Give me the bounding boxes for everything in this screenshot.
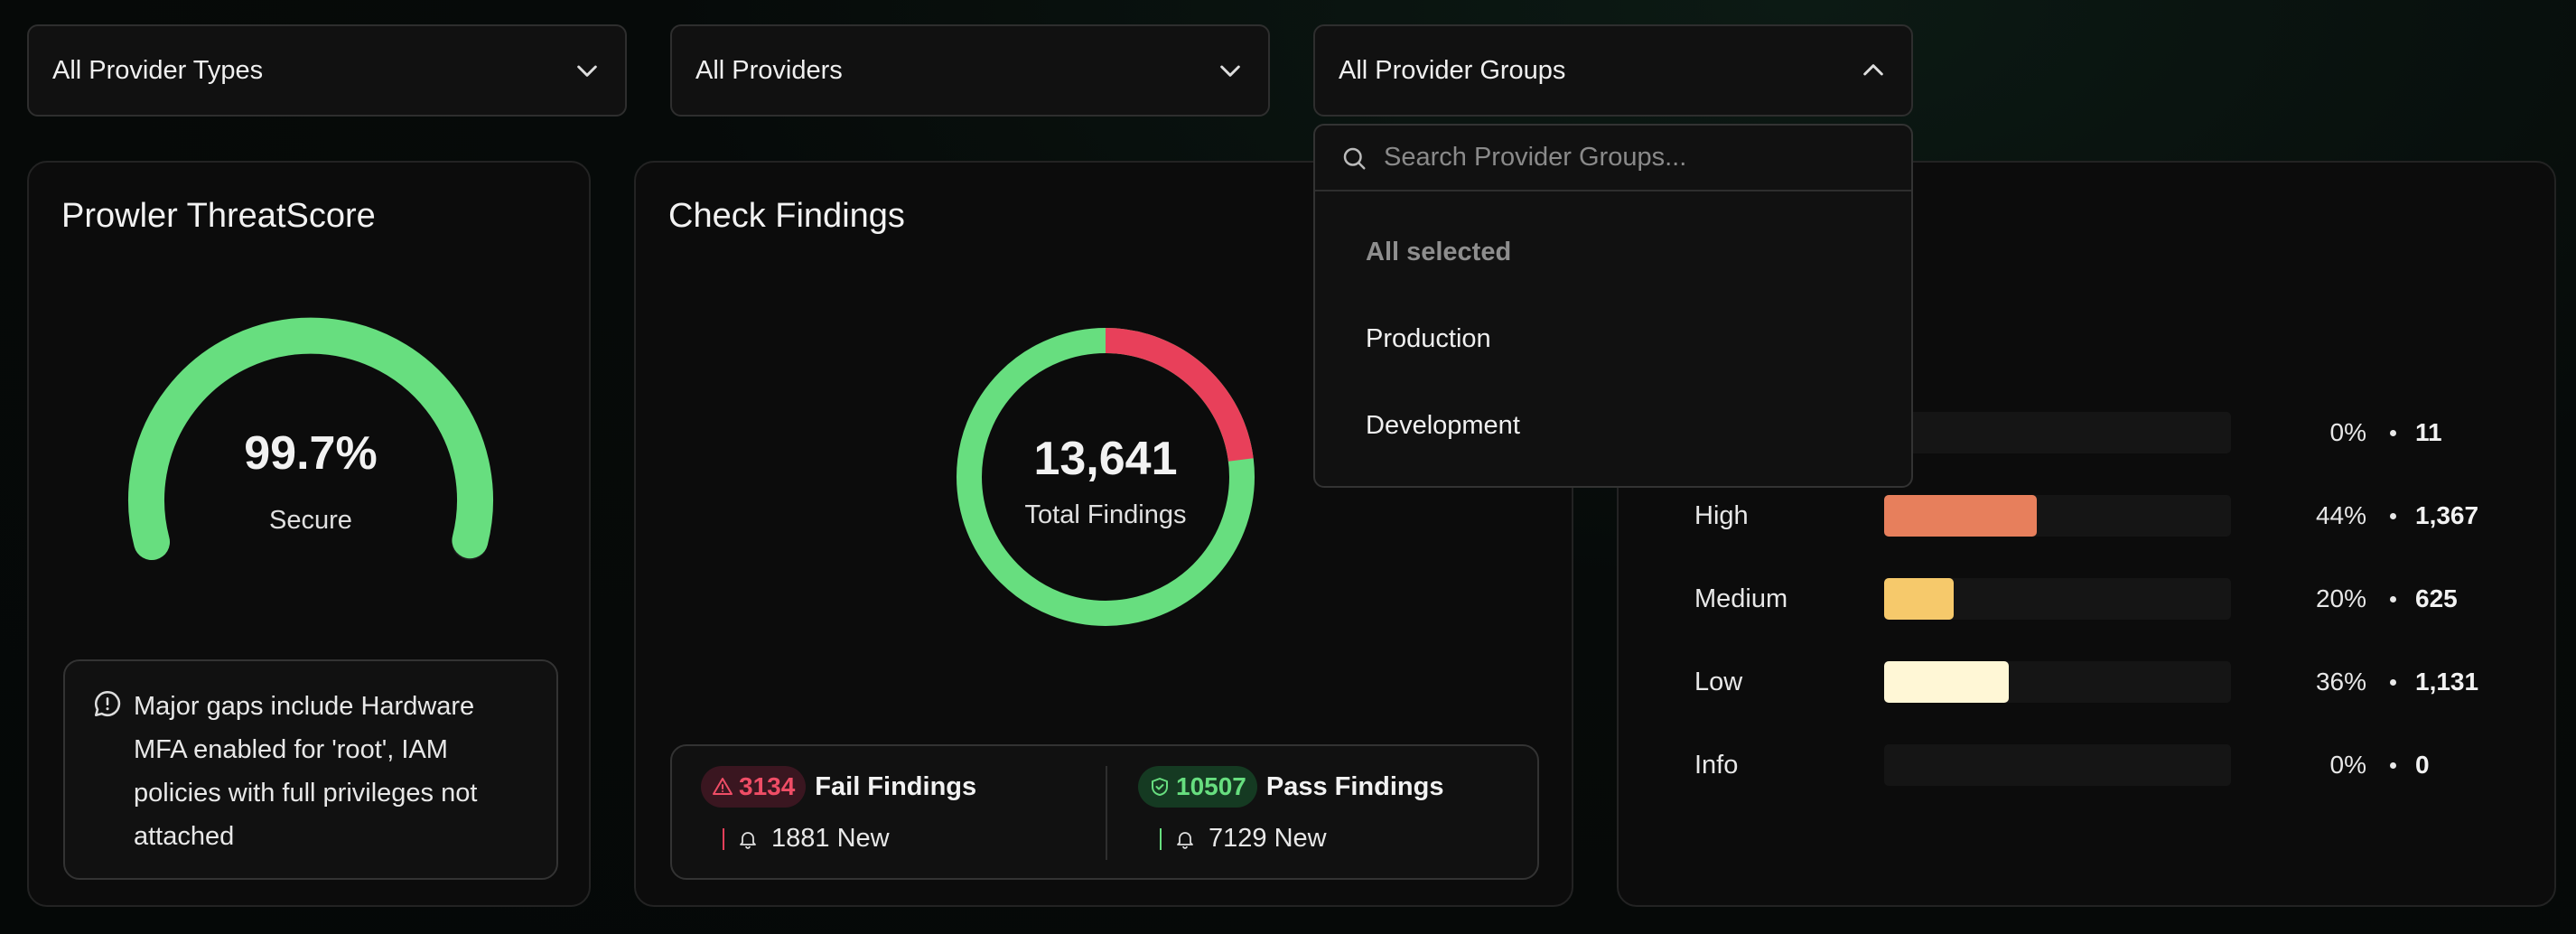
message-alert-icon [94, 690, 121, 717]
severity-row[interactable]: Info 0% 0 [1619, 744, 2554, 786]
pass-findings-label: Pass Findings [1265, 771, 1444, 801]
pass-findings-row[interactable]: 10507 Pass Findings [1138, 766, 1443, 808]
fail-badge: 3134 [701, 766, 807, 808]
severity-label: High [1694, 501, 1749, 530]
severity-label: Low [1694, 668, 1743, 696]
severity-percent: 44% [2315, 501, 2366, 529]
providers-select[interactable]: All Providers [670, 24, 1270, 117]
donut-fail-segment [957, 328, 1255, 626]
severity-percent: 0% [2329, 751, 2366, 779]
provider-groups-search-input[interactable] [1384, 143, 1890, 173]
findings-total-label: Total Findings [1024, 500, 1187, 529]
severity-bar-track [1884, 578, 2231, 620]
providers-value: All Providers [695, 55, 843, 85]
severity-count: 0 [2415, 751, 2430, 779]
threatscore-gauge [128, 317, 493, 560]
severity-bar-fill [1884, 578, 1954, 620]
fail-new-marker [723, 827, 724, 850]
pass-new-row: 7129 New [1160, 824, 1327, 854]
severity-percent: 0% [2329, 418, 2366, 446]
fail-findings-label: Fail Findings [815, 771, 977, 801]
findings-summary-box: 3134 Fail Findings 1881 New 10507 Pass F… [670, 744, 1539, 880]
dropdown-search [1315, 126, 1911, 191]
provider-groups-value: All Provider Groups [1339, 55, 1566, 85]
severity-count: 11 [2415, 418, 2442, 446]
provider-types-select[interactable]: All Provider Types [27, 24, 627, 117]
severity-label: Info [1694, 751, 1739, 780]
findings-total: 13,641 [1033, 433, 1178, 485]
severity-bar-track [1884, 412, 2231, 453]
threatscore-note-box: Major gaps include Hardware MFA enabled … [63, 659, 558, 880]
severity-count: 625 [2415, 584, 2458, 612]
severity-label: Medium [1694, 584, 1788, 613]
shield-check-icon [1152, 778, 1168, 796]
provider-groups-select[interactable]: All Provider Groups [1313, 24, 1913, 117]
pass-new-marker [1160, 827, 1162, 850]
severity-bar-track [1884, 495, 2231, 537]
bell-icon [740, 831, 756, 849]
threatscore-value: 99.7% [244, 427, 378, 480]
severity-count: 1,131 [2415, 668, 2479, 696]
provider-types-value: All Provider Types [52, 55, 264, 85]
severity-row[interactable]: High 44% 1,367 [1619, 495, 2554, 537]
warning-icon [713, 778, 733, 795]
dropdown-option-production[interactable]: Production [1366, 324, 1491, 353]
severity-bar-track [1884, 661, 2231, 703]
separator-dot [2390, 430, 2396, 436]
fail-findings-row[interactable]: 3134 Fail Findings [701, 766, 976, 808]
separator-dot [2390, 596, 2396, 602]
check-findings-title: Check Findings [668, 197, 905, 235]
severity-percent: 20% [2315, 584, 2366, 612]
pass-new-count: 7129 New [1209, 824, 1327, 853]
gauge-fill [128, 317, 493, 560]
fail-new-row: 1881 New [723, 824, 890, 854]
severity-bar-fill [1884, 661, 2010, 703]
severity-count: 1,367 [2415, 501, 2479, 529]
threatscore-label: Secure [269, 506, 352, 535]
pass-count: 10507 [1176, 772, 1246, 800]
dropdown-all-selected[interactable]: All selected [1366, 238, 1512, 266]
chevron-down-icon [1220, 65, 1240, 77]
divider [1106, 766, 1107, 860]
threatscore-note: Major gaps include Hardware MFA enabled … [134, 692, 478, 851]
chevron-up-icon [1863, 64, 1883, 76]
severity-row[interactable]: Medium 20% 625 [1619, 578, 2554, 620]
search-icon [1343, 147, 1366, 169]
bell-icon [1177, 831, 1193, 849]
severity-bar-track [1884, 744, 2231, 786]
severity-bar-fill [1884, 495, 2037, 537]
threatscore-card: Prowler ThreatScore 99.7% Secure Major g… [27, 161, 591, 907]
fail-count: 3134 [739, 772, 796, 800]
severity-percent: 36% [2315, 668, 2366, 696]
findings-donut [957, 328, 1255, 626]
dropdown-option-development[interactable]: Development [1366, 411, 1520, 440]
severity-row[interactable]: Low 36% 1,131 [1619, 661, 2554, 703]
threatscore-title: Prowler ThreatScore [61, 197, 376, 235]
separator-dot [2390, 679, 2396, 686]
check-findings-card: Check Findings 13,641 Total Findings 313… [634, 161, 1573, 907]
provider-groups-dropdown: All selected Production Development [1313, 124, 1913, 488]
severity-row[interactable]: 0% 11 [1619, 412, 2554, 453]
chevron-down-icon [577, 65, 597, 77]
pass-badge: 10507 [1138, 766, 1257, 808]
fail-new-count: 1881 New [771, 824, 890, 853]
separator-dot [2390, 513, 2396, 519]
separator-dot [2390, 762, 2396, 769]
